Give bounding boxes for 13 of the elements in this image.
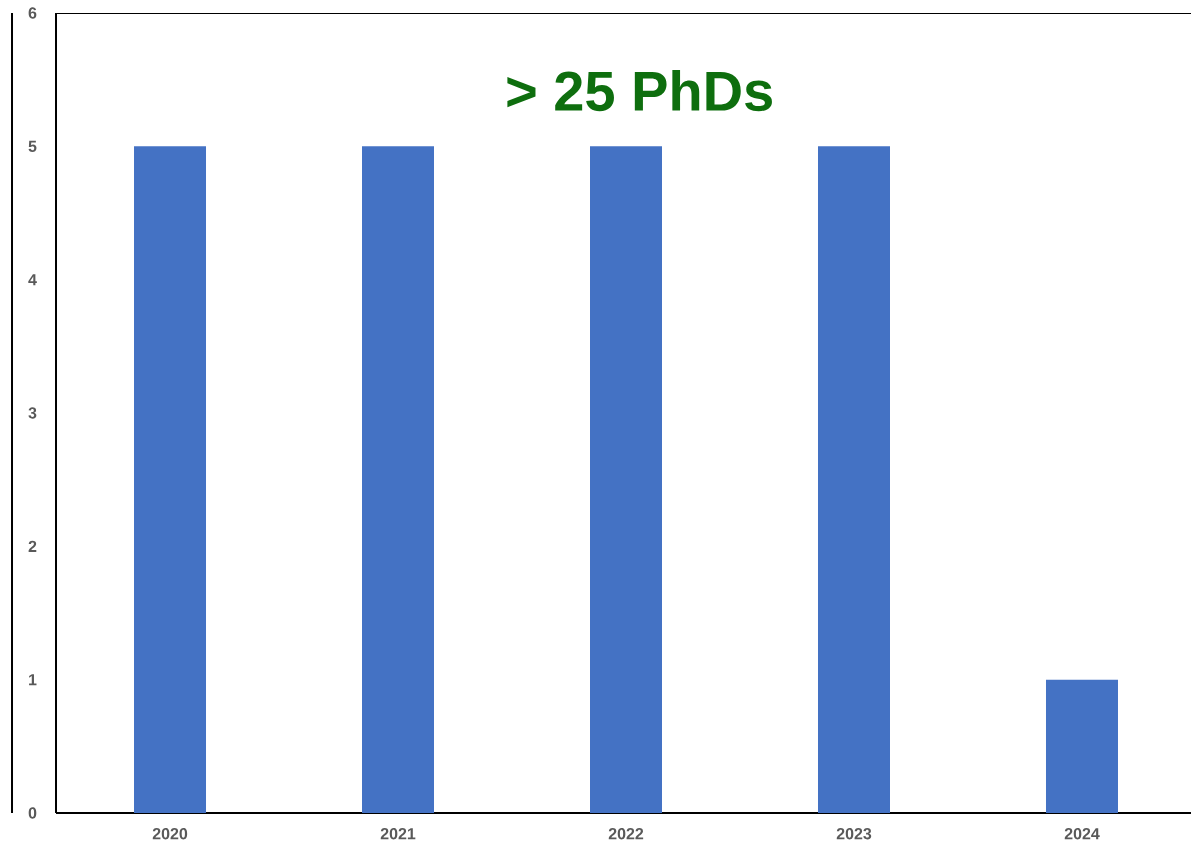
x-tick-label: 2020	[152, 828, 188, 840]
x-tick-label: 2021	[380, 828, 416, 840]
y-tick-label: 6	[28, 7, 37, 19]
x-tick-label: 2024	[1064, 828, 1100, 840]
y-tick-label: 5	[28, 140, 37, 152]
annotation: > 25 PhDs	[507, 70, 772, 112]
y-tick-label: 0	[28, 807, 37, 819]
y-tick-label: 3	[28, 407, 37, 419]
y-tick-label: 1	[29, 674, 37, 686]
y-tick-label: 4	[28, 274, 37, 286]
x-tick-label: 2022	[608, 828, 644, 840]
y-tick-label: 2	[28, 540, 37, 552]
x-tick-label: 2023	[836, 828, 872, 840]
